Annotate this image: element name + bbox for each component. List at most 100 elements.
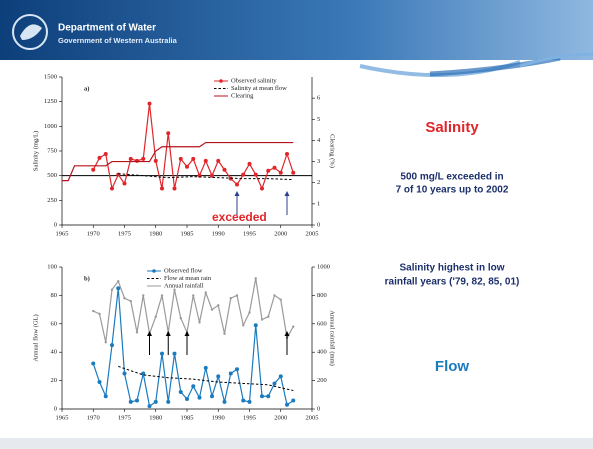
data-point	[203, 158, 208, 163]
data-point	[104, 341, 107, 344]
data-point	[210, 308, 214, 311]
y2-tick-label: 3	[317, 158, 320, 165]
data-point	[153, 399, 158, 404]
data-point	[173, 288, 176, 291]
data-point	[160, 351, 164, 356]
y2-tick-label: 1000	[317, 263, 330, 270]
data-point	[153, 158, 158, 163]
data-point	[273, 294, 276, 297]
legend-label: Observed flow	[164, 267, 203, 274]
x-tick-label: 1975	[118, 230, 131, 237]
y2-axis-title: Annual rainfall (mm)	[329, 310, 336, 366]
header-bar	[0, 0, 593, 60]
data-point	[260, 186, 264, 191]
legend-marker	[219, 79, 223, 83]
data-point	[92, 309, 95, 313]
x-tick-label: 1980	[149, 414, 162, 421]
x-tick-label: 2005	[306, 414, 319, 421]
swoosh	[519, 52, 593, 68]
arrow-head	[284, 191, 290, 196]
data-point	[272, 381, 277, 386]
y-tick-label: 0	[54, 405, 57, 412]
data-point	[272, 165, 277, 170]
series-line	[118, 173, 294, 181]
data-point	[98, 312, 101, 316]
y-tick-label: 500	[47, 172, 57, 179]
data-point	[210, 394, 214, 399]
y2-tick-label: 0	[317, 405, 320, 412]
data-point	[291, 398, 296, 403]
data-point	[166, 131, 171, 136]
x-tick-label: 1970	[87, 230, 100, 237]
data-point	[260, 394, 264, 399]
y2-tick-label: 2	[317, 179, 320, 186]
flow-heading: Flow	[435, 358, 469, 375]
x-tick-label: 1990	[212, 414, 225, 421]
data-point	[129, 299, 132, 303]
data-point	[197, 395, 202, 400]
y2-tick-label: 200	[317, 377, 327, 384]
y-tick-label: 750	[47, 147, 57, 154]
data-point	[253, 172, 258, 177]
x-tick-label: 1995	[243, 230, 256, 237]
data-point	[210, 173, 214, 178]
footer-bar	[0, 438, 593, 449]
legend-label: Annual rainfall	[164, 282, 204, 289]
data-point	[91, 167, 96, 172]
data-point	[178, 156, 183, 161]
data-point	[216, 374, 221, 379]
data-point	[266, 168, 271, 173]
data-point	[222, 399, 227, 404]
data-point	[166, 399, 171, 404]
panel-label: b)	[84, 275, 90, 282]
legend-label: Clearing	[231, 92, 254, 99]
data-point	[116, 286, 121, 291]
data-point	[291, 170, 296, 175]
data-point	[267, 315, 270, 318]
data-point	[117, 280, 120, 283]
legend-label: Observed salinity	[231, 77, 277, 84]
y-tick-label: 80	[51, 292, 58, 299]
data-point	[223, 332, 226, 335]
data-point	[128, 156, 133, 161]
data-point	[216, 158, 221, 163]
data-point	[235, 294, 239, 297]
x-tick-label: 1980	[149, 230, 162, 237]
data-point	[142, 294, 145, 297]
data-point	[253, 323, 258, 328]
data-point	[285, 402, 289, 407]
data-point	[248, 311, 251, 314]
arrow-head	[284, 331, 290, 337]
y2-tick-label: 600	[317, 320, 327, 327]
data-point	[154, 315, 157, 318]
data-point	[160, 294, 164, 297]
data-point	[110, 343, 114, 348]
data-point	[254, 277, 257, 280]
y2-tick-label: 800	[317, 292, 327, 299]
panel-label: a)	[84, 85, 89, 92]
data-point	[198, 321, 201, 324]
data-point	[185, 397, 189, 402]
data-point	[141, 371, 146, 376]
data-point	[204, 291, 207, 294]
y2-tick-label: 6	[317, 95, 321, 102]
note-line: 7 of 10 years up to 2002	[396, 185, 509, 196]
data-point	[191, 384, 196, 389]
data-point	[247, 399, 252, 404]
legend-label: Flow at mean rain	[164, 275, 212, 282]
data-point	[241, 398, 246, 403]
data-point	[135, 398, 139, 403]
data-point	[217, 304, 220, 307]
data-point	[292, 325, 295, 328]
note-line: Salinity highest in low	[399, 263, 504, 274]
data-point	[172, 186, 177, 191]
data-point	[260, 318, 264, 321]
y-tick-label: 100	[47, 263, 57, 270]
data-point	[97, 380, 102, 385]
data-point	[278, 170, 283, 175]
x-tick-label: 2000	[274, 414, 287, 421]
y-tick-label: 1250	[44, 98, 57, 105]
header-title: Department of Water	[58, 23, 156, 34]
data-point	[135, 331, 139, 334]
